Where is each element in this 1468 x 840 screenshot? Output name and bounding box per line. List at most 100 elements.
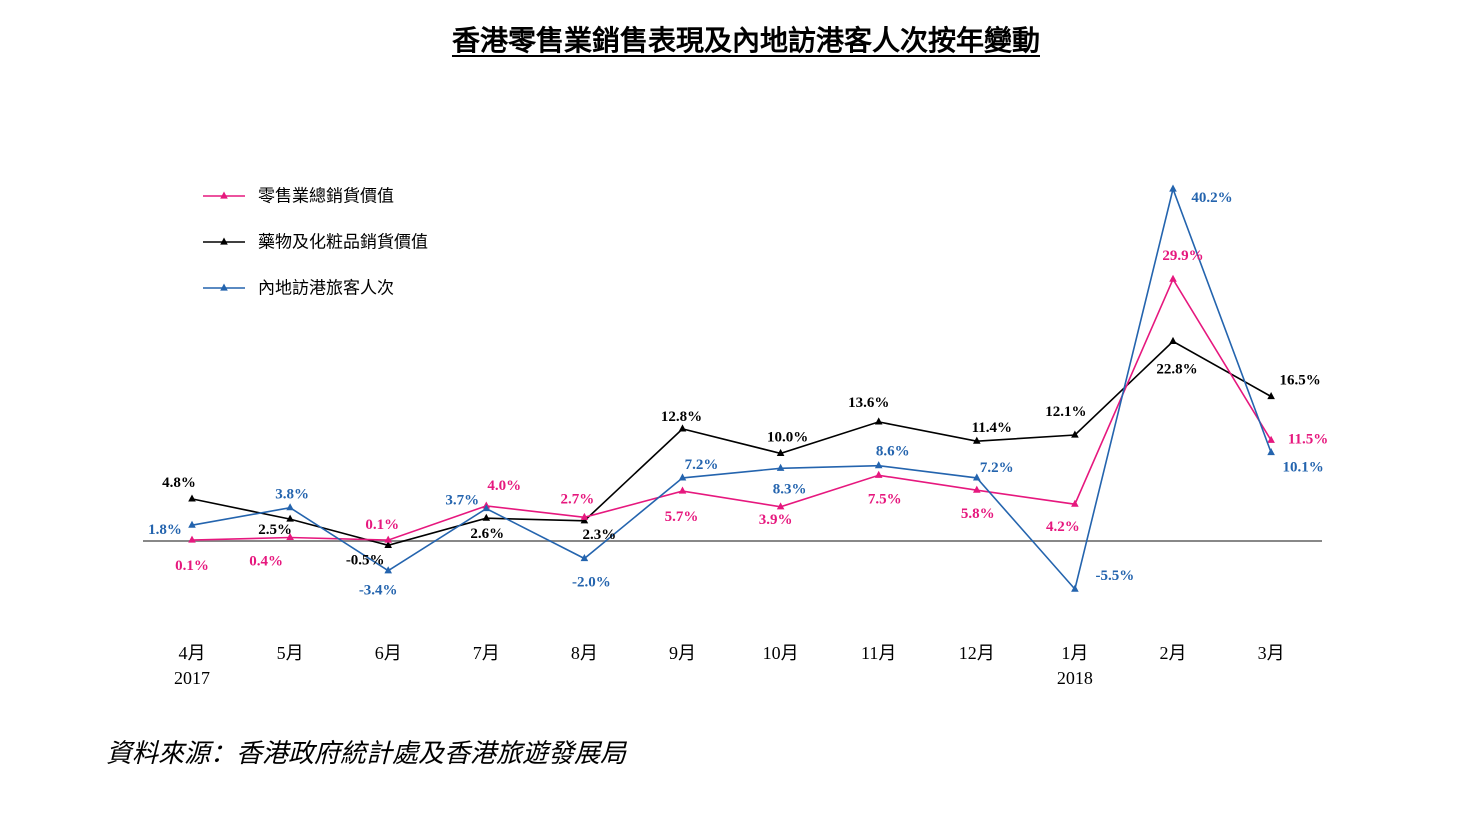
data-label: 8.6%	[876, 444, 910, 460]
data-label: 8.3%	[773, 481, 807, 497]
data-label: -5.5%	[1096, 568, 1135, 584]
data-label: 7.2%	[685, 457, 719, 473]
data-point	[1071, 499, 1079, 507]
data-label: -2.0%	[572, 574, 611, 590]
data-label: 11.4%	[972, 420, 1012, 436]
data-label: 4.0%	[487, 478, 521, 494]
series-line-1	[191, 340, 1272, 547]
data-point	[973, 436, 981, 444]
data-point	[286, 514, 294, 522]
data-point	[874, 461, 883, 469]
legend-item: 內地訪港旅客人次	[203, 279, 394, 298]
data-label: 1.8%	[148, 522, 182, 538]
data-label: 12.8%	[661, 409, 702, 425]
data-label: -3.4%	[359, 583, 398, 599]
x-tick-label: 10月	[763, 643, 799, 663]
data-label: 13.6%	[848, 395, 889, 411]
x-tick-label: 7月	[473, 643, 500, 663]
legend-label: 藥物及化粧品銷貨價值	[258, 233, 428, 252]
data-label: 5.8%	[961, 506, 995, 522]
x-year-label: 2018	[1057, 668, 1093, 688]
data-label: 10.0%	[767, 429, 808, 445]
source-note: 資料來源：香港政府統計處及香港旅遊發展局	[106, 739, 627, 768]
data-point	[776, 448, 785, 457]
axis-layer: 4月 2017 5月 6月 7月 8月 9月 10月 11月 12月 1月 2018 2月 3月	[143, 539, 1322, 688]
data-point	[188, 535, 196, 543]
data-label: 0.1%	[365, 517, 399, 533]
x-tick-label: 2月	[1160, 643, 1187, 663]
legend-item: 藥物及化粧品銷貨價值	[203, 233, 428, 252]
data-point	[678, 473, 687, 481]
data-point	[1169, 336, 1177, 344]
data-point	[1071, 430, 1079, 438]
legend-marker	[220, 191, 228, 199]
data-point	[1267, 448, 1275, 456]
data-label: 2.7%	[561, 491, 595, 507]
data-label: 0.4%	[249, 553, 283, 569]
legend-label: 內地訪港旅客人次	[258, 279, 394, 298]
x-tick-label: 6月	[375, 643, 402, 663]
data-label: 4.8%	[162, 475, 196, 491]
data-label: 5.7%	[665, 509, 699, 525]
data-point	[1169, 184, 1177, 192]
data-point	[1071, 584, 1079, 592]
data-label: 2.3%	[583, 527, 617, 543]
x-tick-label: 3月	[1258, 643, 1285, 663]
data-point	[973, 473, 981, 481]
data-label: 16.5%	[1279, 373, 1320, 389]
data-point	[482, 504, 491, 512]
data-label-layer: 4.8% 2.5% -0.5% 2.6% 2.3% 12.8% 10.0% 13.6% 11.4…	[148, 190, 1328, 599]
legend-label: 零售業總銷貨價值	[258, 187, 394, 206]
data-label: 29.9%	[1162, 248, 1203, 264]
data-point	[1169, 274, 1177, 282]
x-tick-label: 4月	[179, 643, 206, 663]
x-tick-label: 9月	[669, 643, 696, 663]
data-point	[188, 494, 196, 502]
legend-item: 零售業總銷貨價值	[203, 187, 394, 206]
data-label: 2.5%	[258, 522, 292, 538]
data-point	[384, 540, 392, 548]
series-line-0	[191, 277, 1272, 541]
data-label: 40.2%	[1191, 190, 1232, 206]
data-point	[384, 535, 392, 543]
data-label: 11.5%	[1288, 431, 1328, 447]
legend-marker	[220, 237, 228, 245]
x-tick-label: 8月	[571, 643, 598, 663]
data-point	[973, 485, 981, 493]
x-tick-label: 1月	[1061, 643, 1088, 663]
data-label: -0.5%	[346, 552, 385, 568]
data-point	[776, 502, 785, 510]
data-point	[482, 513, 491, 521]
data-point	[188, 520, 196, 528]
data-point	[384, 566, 392, 574]
data-point	[580, 512, 589, 520]
data-point	[678, 424, 687, 432]
data-label: 12.1%	[1045, 404, 1086, 420]
data-label: 7.2%	[980, 460, 1014, 476]
data-point	[1267, 392, 1275, 400]
data-point	[776, 463, 785, 471]
data-label: 10.1%	[1282, 460, 1323, 476]
data-label: 7.5%	[868, 491, 902, 507]
data-point	[874, 470, 883, 478]
data-label: 4.2%	[1046, 519, 1080, 535]
data-label: 22.8%	[1156, 361, 1197, 377]
data-point	[874, 417, 883, 425]
data-point	[580, 553, 589, 562]
data-label: 3.9%	[759, 512, 793, 528]
data-label: 2.6%	[470, 526, 504, 542]
x-tick-label: 12月	[959, 643, 995, 663]
data-point	[286, 503, 294, 511]
series-line-2	[191, 186, 1272, 591]
x-year-label: 2017	[174, 668, 210, 688]
data-label: 3.7%	[445, 493, 479, 509]
data-point	[286, 532, 294, 541]
data-point	[678, 486, 687, 494]
x-tick-label: 11月	[861, 643, 896, 663]
legend-marker	[220, 283, 228, 291]
data-label: 3.8%	[275, 487, 309, 503]
x-tick-label: 5月	[277, 643, 304, 663]
